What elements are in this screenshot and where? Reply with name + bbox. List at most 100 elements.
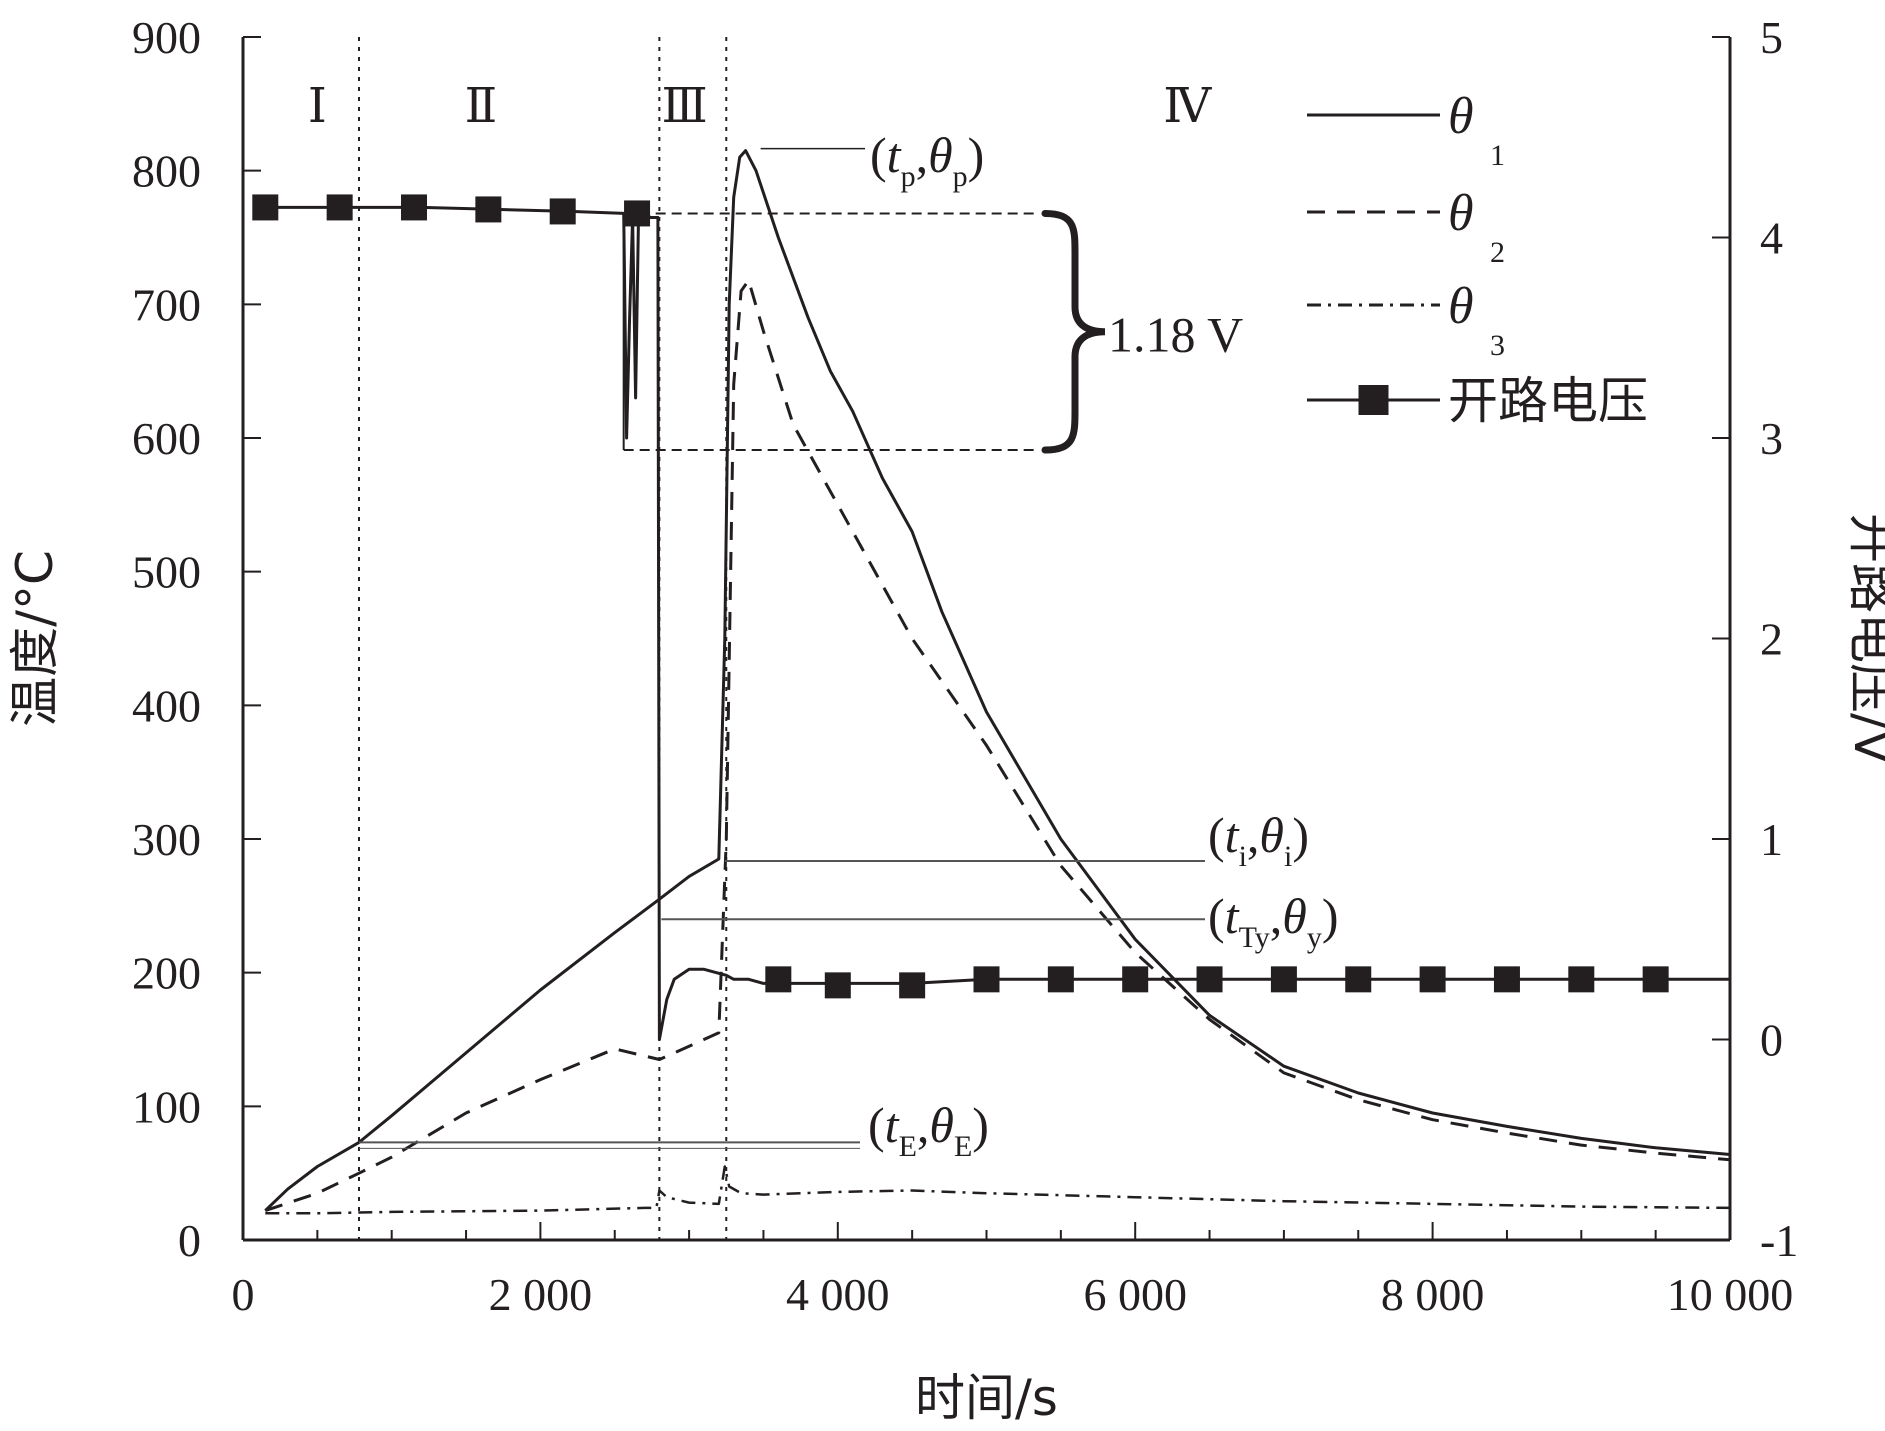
series-marker: [1568, 966, 1595, 993]
annotation-part: t: [1225, 807, 1240, 863]
x-tick-label: 2 000: [489, 1269, 593, 1320]
y2-tick-label: 1: [1760, 814, 1783, 865]
legend-symbol: θ: [1448, 185, 1474, 242]
annotation-part: t: [885, 1097, 900, 1153]
annotation-yield: (tTy,θy): [1208, 888, 1339, 954]
series-marker: [824, 972, 851, 999]
plot-area: Ⅰ Ⅱ Ⅲ Ⅳ: [308, 37, 1212, 1240]
annotation-part: θ: [1259, 807, 1284, 863]
y-tick-label: 400: [132, 680, 201, 731]
annotation-part: i: [1284, 840, 1292, 873]
annotation-part: E: [899, 1130, 917, 1163]
series-marker: [1047, 966, 1074, 993]
series-marker: [252, 194, 279, 221]
annotation-part: y: [1307, 921, 1322, 954]
stage-label: Ⅱ: [465, 80, 498, 133]
annotation-part: ): [1292, 807, 1309, 863]
x-tick-label: 8 000: [1381, 1269, 1485, 1320]
series-marker: [1122, 966, 1149, 993]
voltage-drop-label: 1.18 V: [1108, 307, 1243, 363]
legend-symbol: θ: [1448, 278, 1474, 335]
annotation-part: ,: [917, 1097, 930, 1153]
annotation-part: ): [972, 1097, 989, 1153]
annotation-part: Ty: [1239, 921, 1270, 954]
stage-label: Ⅰ: [308, 80, 327, 133]
y2-tick-label: 3: [1760, 413, 1783, 464]
annotations: (tp,θp)(ti,θi)(tTy,θy)(tE,θE)1.18 V: [358, 127, 1339, 1163]
legend-subscript: 2: [1490, 236, 1505, 269]
annotation-part: ): [968, 127, 985, 183]
annotation-part: ,: [1270, 888, 1283, 944]
annotation-part: (: [1208, 888, 1225, 944]
legend-marker: [1358, 385, 1389, 415]
series-marker: [475, 196, 502, 223]
annotation-part: (: [868, 1097, 885, 1153]
series-marker: [765, 966, 792, 993]
legend-label: 开路电压: [1448, 372, 1648, 430]
legend-symbol: θ: [1448, 88, 1474, 145]
series-line-θ1: [264, 149, 1731, 1212]
y-tick-label: 700: [132, 279, 201, 330]
series-marker: [1270, 966, 1297, 993]
y-tick-label: 100: [132, 1081, 201, 1132]
annotation-part: t: [1225, 888, 1240, 944]
stage-label: Ⅳ: [1163, 80, 1212, 133]
series-line-开路电压: [265, 205, 1730, 1041]
series-marker: [973, 966, 1000, 993]
y-tick-label: 0: [178, 1215, 201, 1266]
annotation-part: ,: [916, 127, 929, 183]
y2-tick-label: -1: [1760, 1215, 1798, 1266]
annotation-event: (tE,θE): [868, 1097, 989, 1163]
legend-subscript: 3: [1490, 329, 1505, 362]
y-axis-title: 温度/°C: [6, 550, 64, 727]
x-tick-label: 6 000: [1083, 1269, 1187, 1320]
series-line-θ3: [265, 1165, 1731, 1215]
series-marker: [326, 194, 353, 221]
x-axis-title: 时间/s: [915, 1369, 1058, 1427]
annotation-part: (: [1208, 807, 1225, 863]
y-tick-label: 800: [132, 146, 201, 197]
series-marker: [401, 194, 428, 221]
series-marker: [1493, 966, 1520, 993]
stage-label: Ⅲ: [661, 80, 707, 133]
annotation-part: t: [887, 127, 902, 183]
series-line-θ2: [264, 278, 1731, 1213]
annotation-part: (: [870, 127, 887, 183]
y-tick-label: 600: [132, 413, 201, 464]
y2-tick-label: 5: [1760, 12, 1783, 63]
legend-subscript: 1: [1490, 139, 1505, 172]
series-marker: [899, 972, 926, 999]
y-tick-label: 500: [132, 547, 201, 598]
series-layer: [252, 149, 1731, 1215]
x-tick-label: 0: [232, 1269, 255, 1320]
series-marker: [1642, 966, 1669, 993]
annotation-part: ): [1322, 888, 1339, 944]
x-tick-label: 4 000: [786, 1269, 890, 1320]
series-marker: [1419, 966, 1446, 993]
axes: 0 2 000 4 000 6 000 8 000 10 000 0 100 200 300 400…: [6, 12, 1885, 1427]
series-marker: [1345, 966, 1372, 993]
annotation-part: θ: [929, 1097, 954, 1153]
annotation-part: p: [901, 160, 916, 193]
annotation-part: p: [953, 160, 968, 193]
y-tick-label: 900: [132, 12, 201, 63]
y-tick-label: 200: [132, 948, 201, 999]
y2-tick-label: 2: [1760, 614, 1783, 665]
y2-tick-label: 0: [1760, 1015, 1783, 1066]
voltage-brace: [1041, 209, 1106, 454]
series-marker: [1196, 966, 1223, 993]
annotation-part: E: [954, 1130, 972, 1163]
series-marker: [549, 198, 576, 225]
annotation-part: ,: [1247, 807, 1260, 863]
y2-tick-label: 4: [1760, 213, 1783, 264]
annotation-part: θ: [928, 127, 953, 183]
annotation-ignite: (ti,θi): [1208, 807, 1309, 873]
y-tick-label: 300: [132, 814, 201, 865]
annotation-peak: (tp,θp): [870, 127, 984, 193]
y2-axis-title: 开路电压/V: [1843, 513, 1885, 764]
annotation-part: θ: [1282, 888, 1307, 944]
x-tick-label: 10 000: [1667, 1269, 1794, 1320]
annotation-part: i: [1239, 840, 1247, 873]
